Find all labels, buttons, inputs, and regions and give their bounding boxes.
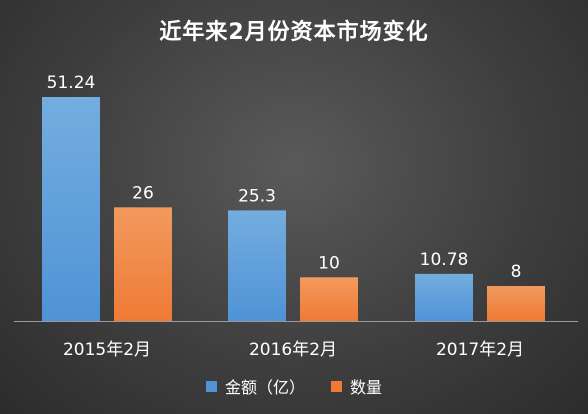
bar-amount-0	[42, 97, 100, 321]
legend-item-count: 数量	[331, 374, 382, 398]
x-tick-label-1: 2016年2月	[249, 340, 337, 360]
data-label-count-0: 26	[132, 183, 154, 203]
legend-label-count: 数量	[350, 378, 383, 397]
data-label-count-2: 8	[511, 262, 522, 282]
x-tick-label-0: 2015年2月	[63, 340, 151, 360]
legend-swatch-amount	[205, 380, 217, 392]
data-label-count-1: 10	[318, 253, 340, 273]
data-label-amount-1: 25.3	[238, 186, 276, 206]
bar-count-1	[300, 277, 358, 321]
x-tick-label-2: 2017年2月	[436, 340, 524, 360]
bar-count-0	[114, 207, 172, 321]
legend-label-amount: 金额（亿）	[224, 378, 305, 397]
data-label-amount-2: 10.78	[420, 250, 469, 270]
chart-title: 近年来2月份资本市场变化	[159, 20, 429, 45]
data-label-amount-0: 51.24	[47, 73, 96, 93]
legend-swatch-count	[331, 380, 342, 392]
legend-item-amount: 金额（亿）	[205, 374, 305, 398]
bar-amount-1	[228, 210, 286, 321]
bar-count-2	[487, 286, 545, 321]
chart-legend: 金额（亿） 数量	[0, 374, 588, 398]
bar-amount-2	[415, 273, 473, 321]
